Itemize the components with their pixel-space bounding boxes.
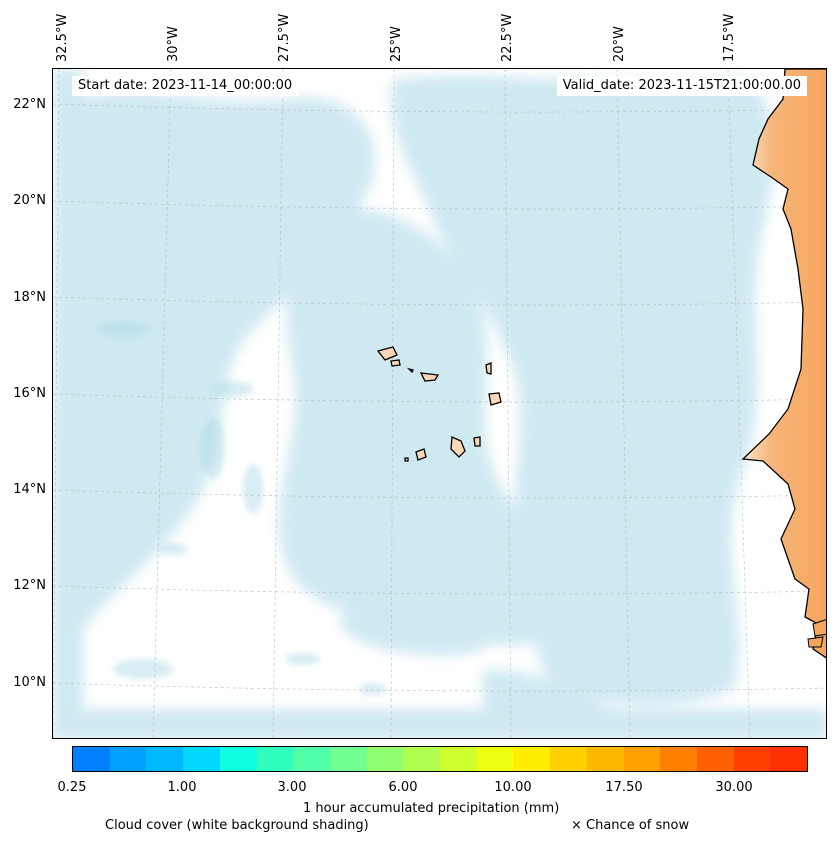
colorbar-segment [586,747,624,771]
west-africa-land [741,69,826,659]
colorbar-segment [403,747,441,771]
colorbar-segment [513,747,551,771]
start-date-label: Start date: 2023-11-14_00:00:00 [72,76,299,96]
lat-label-14n: 14°N [13,482,46,497]
cloud-cover-legend: Cloud cover (white background shading) [105,818,369,833]
colorbar-segment [73,747,110,771]
colorbar-segment [733,747,771,771]
lon-label-27-5w: 27.5°W [277,13,292,62]
colorbar-segment [660,747,697,771]
colorbar-segment [293,747,330,771]
colorbar-segment [476,747,514,771]
lat-label-18n: 18°N [13,290,46,305]
colorbar-tick: 30.00 [715,780,753,795]
snow-legend: × Chance of snow [571,818,690,833]
precipitation-colorbar [72,746,808,772]
colorbar-segment [550,747,587,771]
colorbar-tick: 1.00 [167,780,197,795]
lat-label-10n: 10°N [13,675,46,690]
colorbar-segment [183,747,220,771]
graticule [53,69,826,738]
colorbar-segment [219,747,257,771]
colorbar-segment [366,747,404,771]
lon-label-25w: 25°W [389,26,404,62]
colorbar-segment [696,747,734,771]
lat-label-16n: 16°N [13,386,46,401]
lat-label-12n: 12°N [13,578,46,593]
colorbar-tick: 0.25 [57,780,87,795]
colorbar-segment [146,747,184,771]
map-panel[interactable] [52,68,827,739]
lat-label-22n: 22°N [13,97,46,112]
lon-label-32-5w: 32.5°W [55,13,70,62]
colorbar-segment [623,747,661,771]
colorbar-title: 1 hour accumulated precipitation (mm) [303,801,560,816]
valid-date-label: Valid_date: 2023-11-15T21:00:00.00 [556,76,807,96]
colorbar-tick: 6.00 [388,780,418,795]
lon-label-30w: 30°W [166,26,181,62]
colorbar-segment [770,747,808,771]
cloud-cover-shading [53,69,826,738]
colorbar-tick: 17.50 [605,780,643,795]
map-canvas [53,69,826,738]
colorbar-segment [256,747,294,771]
colorbar-segment [329,747,367,771]
colorbar-tick: 3.00 [277,780,307,795]
lon-label-20w: 20°W [612,26,627,62]
colorbar-segment [440,747,477,771]
cape-verde-islands [376,346,502,462]
colorbar-tick: 10.00 [494,780,532,795]
colorbar-segment [109,747,147,771]
lon-label-17-5w: 17.5°W [722,13,737,62]
lon-label-22-5w: 22.5°W [500,13,515,62]
lat-label-20n: 20°N [13,193,46,208]
